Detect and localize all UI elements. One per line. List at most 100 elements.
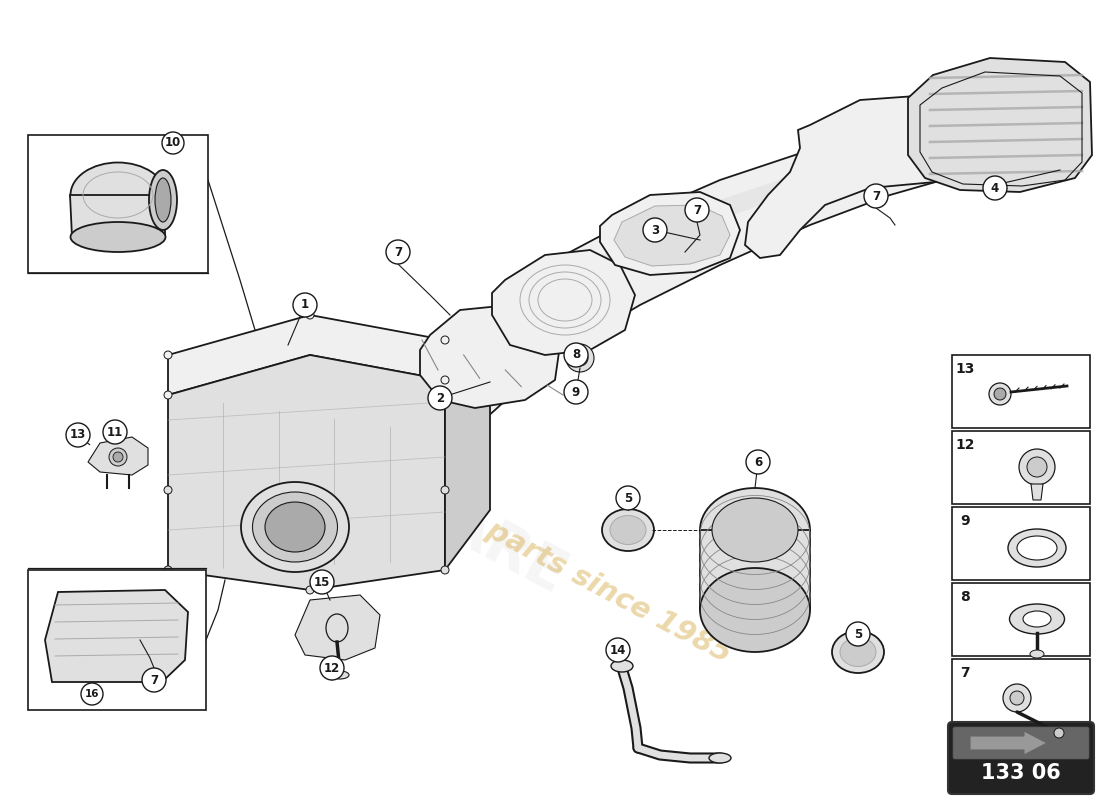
- FancyBboxPatch shape: [948, 722, 1094, 794]
- FancyBboxPatch shape: [953, 727, 1089, 759]
- Circle shape: [1019, 449, 1055, 485]
- Polygon shape: [600, 192, 740, 275]
- Circle shape: [1027, 457, 1047, 477]
- Circle shape: [644, 218, 667, 242]
- Text: EUROSPARE: EUROSPARE: [204, 373, 576, 607]
- Text: 10: 10: [165, 137, 182, 150]
- Text: 15: 15: [314, 575, 330, 589]
- Text: 6: 6: [754, 455, 762, 469]
- Ellipse shape: [148, 170, 177, 230]
- Polygon shape: [420, 305, 560, 408]
- Circle shape: [66, 423, 90, 447]
- Text: 13: 13: [70, 429, 86, 442]
- Ellipse shape: [1008, 529, 1066, 567]
- Circle shape: [441, 486, 449, 494]
- Circle shape: [142, 668, 166, 692]
- Polygon shape: [446, 320, 490, 570]
- Circle shape: [441, 336, 449, 344]
- Circle shape: [983, 176, 1006, 200]
- Circle shape: [572, 350, 588, 366]
- Circle shape: [164, 566, 172, 574]
- Polygon shape: [908, 58, 1092, 192]
- Text: 7: 7: [960, 666, 970, 680]
- Polygon shape: [450, 137, 970, 402]
- Ellipse shape: [155, 178, 170, 222]
- Circle shape: [164, 351, 172, 359]
- Polygon shape: [700, 530, 810, 610]
- FancyBboxPatch shape: [952, 659, 1090, 732]
- Polygon shape: [970, 731, 1047, 755]
- Polygon shape: [88, 437, 148, 475]
- Ellipse shape: [610, 515, 646, 545]
- FancyBboxPatch shape: [28, 135, 208, 273]
- Polygon shape: [1031, 484, 1043, 500]
- Polygon shape: [614, 205, 730, 266]
- Text: 3: 3: [651, 223, 659, 237]
- Circle shape: [164, 391, 172, 399]
- Circle shape: [616, 486, 640, 510]
- Circle shape: [989, 383, 1011, 405]
- Circle shape: [1010, 691, 1024, 705]
- Ellipse shape: [712, 498, 798, 562]
- FancyBboxPatch shape: [952, 355, 1090, 428]
- Ellipse shape: [1018, 536, 1057, 560]
- Circle shape: [293, 293, 317, 317]
- Ellipse shape: [265, 502, 324, 552]
- Ellipse shape: [710, 753, 732, 763]
- Circle shape: [564, 343, 589, 367]
- Circle shape: [846, 622, 870, 646]
- Text: a passion for parts since 1985: a passion for parts since 1985: [285, 411, 735, 669]
- Polygon shape: [295, 595, 380, 660]
- Circle shape: [606, 638, 630, 662]
- Text: 7: 7: [693, 203, 701, 217]
- Circle shape: [566, 344, 594, 372]
- Circle shape: [164, 486, 172, 494]
- Text: 7: 7: [872, 190, 880, 202]
- FancyBboxPatch shape: [952, 583, 1090, 656]
- Circle shape: [103, 420, 127, 444]
- Ellipse shape: [840, 638, 876, 666]
- Circle shape: [428, 386, 452, 410]
- Text: 9: 9: [572, 386, 580, 398]
- Text: 7: 7: [150, 674, 158, 686]
- Circle shape: [306, 311, 313, 319]
- Ellipse shape: [610, 660, 632, 672]
- Ellipse shape: [331, 671, 349, 679]
- Circle shape: [81, 683, 103, 705]
- Ellipse shape: [253, 492, 338, 562]
- Circle shape: [441, 566, 449, 574]
- Circle shape: [994, 388, 1006, 400]
- Text: 1: 1: [301, 298, 309, 311]
- Circle shape: [113, 452, 123, 462]
- Text: 8: 8: [960, 590, 970, 604]
- Text: 14: 14: [609, 643, 626, 657]
- Ellipse shape: [1010, 604, 1065, 634]
- Circle shape: [685, 198, 710, 222]
- Polygon shape: [70, 195, 165, 248]
- Text: 4: 4: [991, 182, 999, 194]
- Circle shape: [306, 586, 313, 594]
- Text: 2: 2: [436, 391, 444, 405]
- Text: 12: 12: [323, 662, 340, 674]
- Circle shape: [109, 448, 126, 466]
- Circle shape: [1054, 728, 1064, 738]
- Text: 8: 8: [572, 349, 580, 362]
- Polygon shape: [428, 118, 996, 450]
- Ellipse shape: [1023, 611, 1050, 627]
- Text: 16: 16: [85, 689, 99, 699]
- FancyBboxPatch shape: [952, 431, 1090, 504]
- Ellipse shape: [700, 568, 810, 652]
- Ellipse shape: [1030, 650, 1044, 658]
- Text: 5: 5: [854, 627, 862, 641]
- Polygon shape: [745, 95, 996, 258]
- Text: 7: 7: [394, 246, 403, 258]
- Ellipse shape: [832, 631, 884, 673]
- Ellipse shape: [602, 509, 654, 551]
- Circle shape: [564, 380, 589, 404]
- Text: 12: 12: [955, 438, 975, 452]
- Polygon shape: [168, 315, 446, 395]
- Text: 133 06: 133 06: [981, 763, 1060, 783]
- Text: 13: 13: [955, 362, 975, 376]
- Circle shape: [746, 450, 770, 474]
- Circle shape: [320, 656, 344, 680]
